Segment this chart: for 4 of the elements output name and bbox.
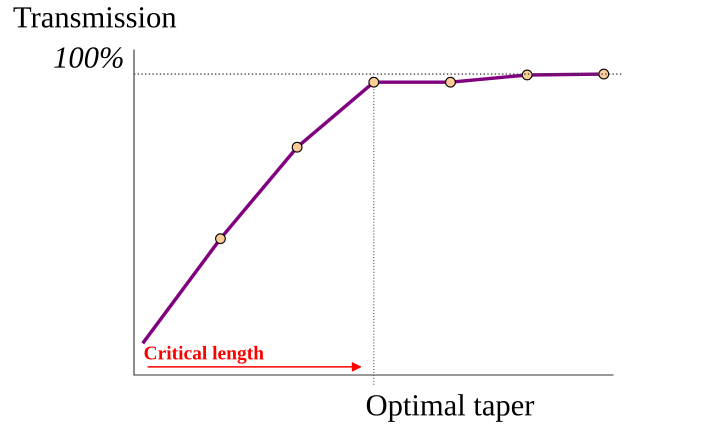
x-axis-title: Optimal taper xyxy=(366,394,534,422)
annotation: Critical length xyxy=(144,346,264,364)
y-axis-title: Transmission xyxy=(14,7,176,28)
ref-line-label: 100% xyxy=(54,47,123,68)
